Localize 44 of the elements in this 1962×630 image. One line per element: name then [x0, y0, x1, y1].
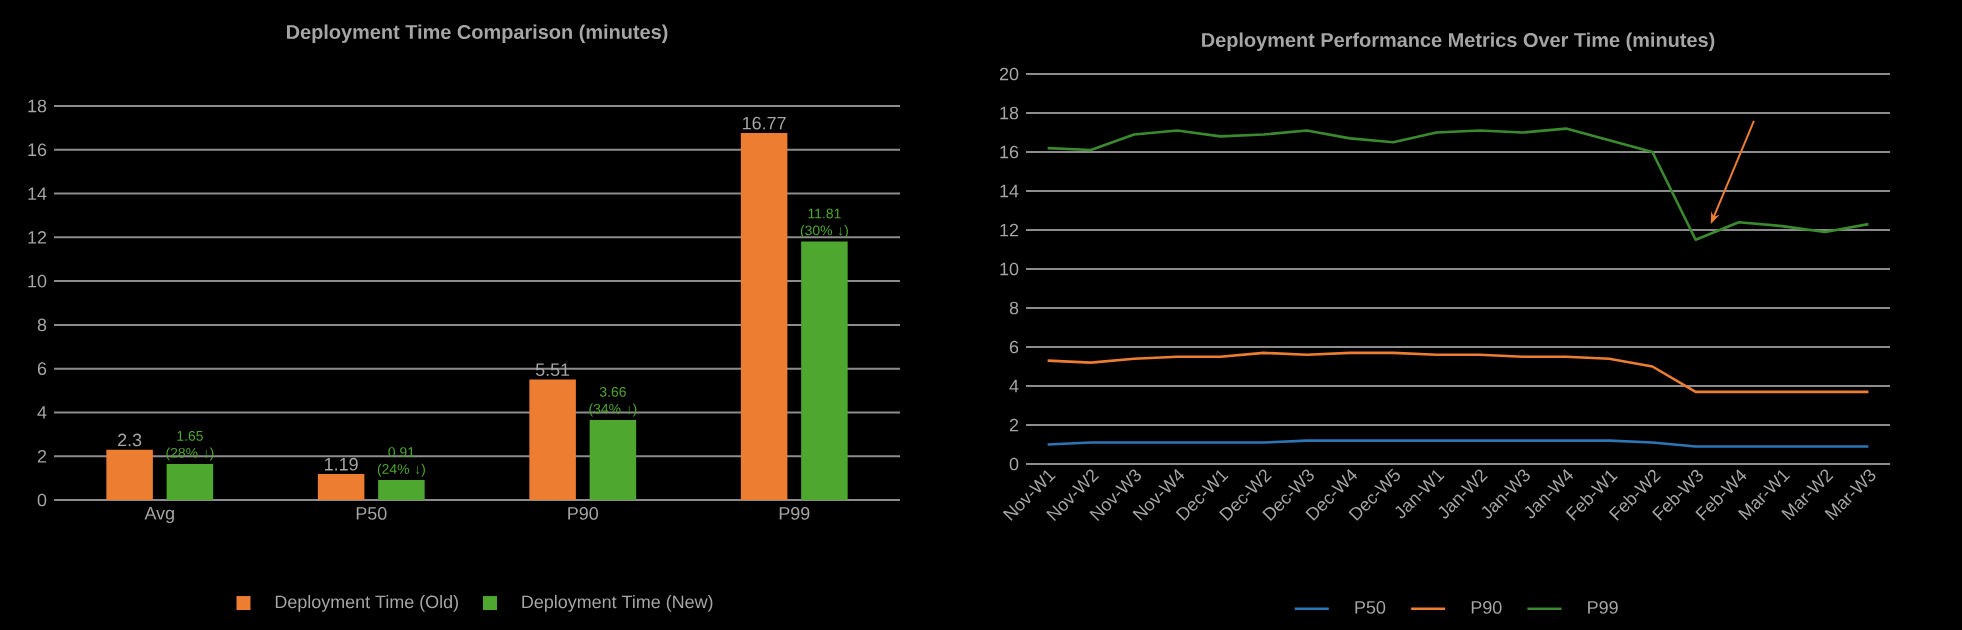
x-tick-label: P50 [356, 507, 387, 520]
chart-title: Deployment Time Comparison (minutes) [287, 24, 668, 43]
y-tick-label: 16 [1000, 145, 1019, 159]
y-tick-label: 10 [28, 274, 47, 288]
legend-label: P50 [1355, 601, 1386, 614]
bar [589, 419, 637, 500]
line-series [1046, 127, 1870, 242]
bar [166, 463, 214, 500]
y-tick-label: 20 [999, 67, 1019, 81]
y-tick-label: 12 [1000, 223, 1019, 237]
y-tick-label: 0 [37, 493, 47, 507]
y-tick-label: 6 [1009, 340, 1019, 354]
bar [317, 473, 365, 500]
y-tick-label: 12 [28, 231, 47, 244]
y-tick-label: 8 [37, 318, 47, 332]
y-tick-label: 0 [1009, 457, 1019, 471]
legend-label: P90 [1471, 601, 1502, 614]
y-tick-label: 18 [1000, 106, 1019, 120]
bar [378, 480, 425, 500]
data-label: 1.19 [325, 457, 358, 471]
bar [529, 379, 576, 500]
bar [740, 132, 788, 500]
data-label: 2.3 [118, 433, 142, 447]
legend-label: Deployment Time (New) [522, 595, 713, 612]
bar [801, 241, 848, 500]
y-tick-label: 2 [1009, 418, 1019, 432]
y-tick-label: 4 [37, 406, 47, 419]
y-tick-label: 6 [37, 362, 47, 376]
y-tick-label: 14 [28, 187, 47, 200]
legend-label: P99 [1588, 601, 1618, 614]
y-tick-label: 14 [1000, 184, 1019, 198]
data-label: 16.77 [743, 116, 786, 130]
y-tick-label: 4 [1009, 379, 1019, 393]
legend-label: Deployment Time (Old) [275, 595, 458, 612]
y-tick-label: 16 [28, 143, 47, 157]
bar [106, 449, 153, 500]
x-tick-label: P90 [568, 507, 599, 520]
chart-title: Deployment Performance Metrics Over Time (minutes) [1202, 32, 1715, 51]
y-tick-label: 8 [1009, 301, 1019, 315]
y-tick-label: 18 [28, 99, 47, 113]
x-tick-label: P99 [779, 507, 810, 520]
y-tick-label: 2 [37, 449, 47, 463]
x-tick-label: Avg [144, 507, 174, 524]
y-tick-label: 10 [1000, 262, 1019, 276]
